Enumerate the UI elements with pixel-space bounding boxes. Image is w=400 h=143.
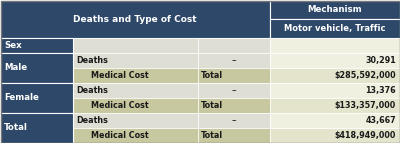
Bar: [270, 128, 400, 143]
Bar: [0, 38, 73, 53]
Bar: [0, 68, 73, 83]
Bar: [198, 113, 270, 128]
Bar: [73, 98, 198, 113]
Bar: [0, 53, 73, 83]
Text: $133,357,000: $133,357,000: [335, 101, 396, 110]
Bar: [73, 113, 198, 128]
Text: Total: Total: [201, 71, 223, 80]
Text: $285,592,000: $285,592,000: [334, 71, 396, 80]
Text: Male: Male: [4, 63, 27, 73]
Bar: [270, 19, 400, 38]
Text: Medical Cost: Medical Cost: [91, 101, 149, 110]
Text: $418,949,000: $418,949,000: [335, 131, 396, 140]
Text: Motor vehicle, Traffic: Motor vehicle, Traffic: [284, 24, 386, 33]
Bar: [0, 113, 73, 128]
Text: --: --: [231, 86, 237, 95]
Text: --: --: [231, 56, 237, 65]
Bar: [73, 53, 198, 68]
Text: Medical Cost: Medical Cost: [91, 71, 149, 80]
Text: Deaths: Deaths: [76, 116, 108, 125]
Bar: [198, 38, 270, 53]
Text: Mechanism: Mechanism: [308, 5, 362, 14]
Bar: [0, 98, 73, 113]
Bar: [198, 53, 270, 68]
Bar: [73, 38, 198, 53]
Bar: [270, 53, 400, 68]
Bar: [270, 38, 400, 53]
Text: Female: Female: [4, 94, 39, 103]
Bar: [73, 83, 198, 98]
Text: 13,376: 13,376: [365, 86, 396, 95]
Bar: [73, 128, 198, 143]
Text: Total: Total: [201, 131, 223, 140]
Bar: [198, 68, 270, 83]
Text: Deaths: Deaths: [76, 56, 108, 65]
Bar: [270, 113, 400, 128]
Text: 30,291: 30,291: [365, 56, 396, 65]
Text: Deaths: Deaths: [76, 86, 108, 95]
Bar: [198, 83, 270, 98]
Bar: [0, 128, 73, 143]
Bar: [0, 113, 73, 143]
Text: --: --: [231, 116, 237, 125]
Bar: [0, 0, 270, 38]
Bar: [270, 0, 400, 19]
Bar: [270, 83, 400, 98]
Text: Medical Cost: Medical Cost: [91, 131, 149, 140]
Text: Total: Total: [4, 124, 28, 133]
Bar: [198, 98, 270, 113]
Text: 43,667: 43,667: [365, 116, 396, 125]
Text: Sex: Sex: [4, 41, 22, 50]
Bar: [0, 38, 73, 53]
Bar: [198, 128, 270, 143]
Text: Total: Total: [201, 101, 223, 110]
Bar: [0, 83, 73, 98]
Bar: [270, 98, 400, 113]
Bar: [73, 68, 198, 83]
Bar: [0, 53, 73, 68]
Text: Deaths and Type of Cost: Deaths and Type of Cost: [73, 14, 197, 23]
Bar: [0, 83, 73, 113]
Bar: [270, 68, 400, 83]
